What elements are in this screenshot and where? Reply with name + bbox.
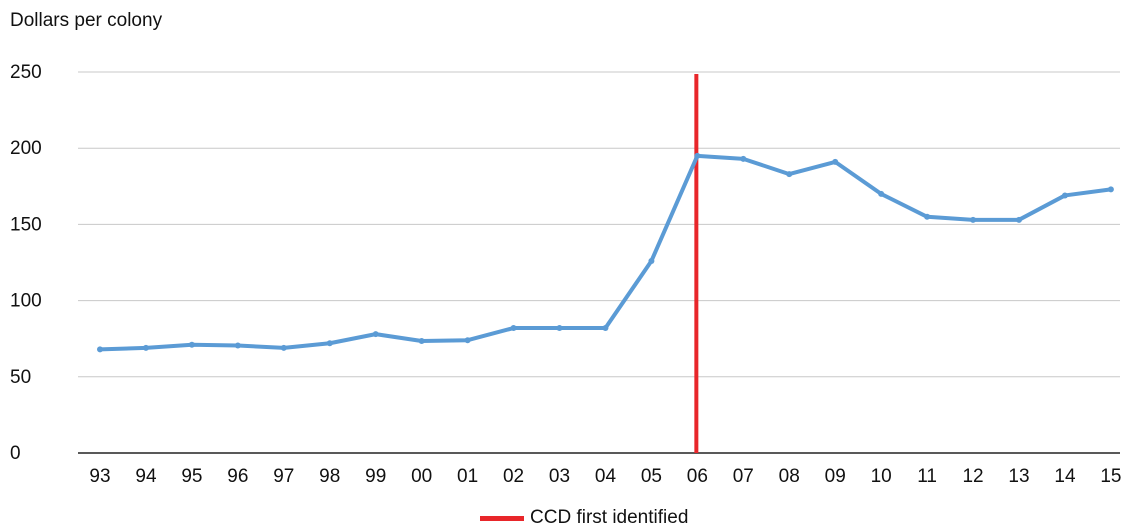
data-point: [602, 325, 609, 332]
data-point: [372, 331, 379, 338]
data-point: [694, 152, 701, 159]
legend-label-ccd: CCD first identified: [530, 507, 689, 528]
x-tick-label: 11: [917, 466, 937, 487]
y-tick-label: 150: [10, 214, 42, 235]
x-tick-label: 07: [733, 466, 754, 487]
legend: CCD first identified: [480, 506, 688, 530]
data-point: [924, 213, 931, 220]
data-point: [648, 257, 655, 264]
x-tick-label: 09: [825, 466, 846, 487]
data-point: [326, 340, 333, 347]
data-point: [188, 341, 195, 348]
data-point: [1016, 216, 1022, 223]
data-point: [97, 346, 103, 353]
data-point: [832, 158, 839, 165]
x-tick-label: 97: [273, 466, 294, 487]
y-axis-label: Dollars per colony: [10, 10, 163, 31]
x-tick-label: 98: [319, 466, 340, 487]
x-tick-label: 96: [227, 466, 248, 487]
y-tick-label: 50: [10, 367, 31, 388]
x-tick-label: 15: [1100, 466, 1121, 487]
x-tick-label: 94: [135, 466, 157, 487]
x-tick-label: 08: [779, 466, 800, 487]
x-tick-label: 14: [1054, 466, 1076, 487]
data-point: [418, 337, 425, 344]
x-tick-label: 12: [962, 466, 983, 487]
x-tick-label: 01: [457, 466, 478, 487]
x-tick-label: 95: [181, 466, 202, 487]
x-tick-label: 05: [641, 466, 662, 487]
legend-swatch-ccd: [480, 515, 524, 521]
data-point: [142, 344, 149, 351]
x-tick-label: 03: [549, 466, 570, 487]
data-point: [970, 216, 977, 223]
x-tick-label: 10: [871, 466, 892, 487]
data-point: [878, 190, 885, 197]
data-point: [740, 155, 747, 162]
x-tick-label: 99: [365, 466, 386, 487]
data-point: [234, 342, 241, 349]
y-tick-label: 200: [10, 138, 42, 159]
series-line: [98, 153, 1113, 352]
x-tick-label: 93: [89, 466, 110, 487]
y-tick-label: 0: [10, 443, 21, 464]
data-point: [1061, 192, 1068, 199]
x-tick-label: 00: [411, 466, 432, 487]
y-tick-label: 250: [10, 62, 42, 83]
data-point: [1107, 186, 1114, 193]
x-tick-label: 02: [503, 466, 524, 487]
y-tick-label: 100: [10, 291, 42, 312]
x-tick-label: 13: [1008, 466, 1029, 487]
data-point: [280, 344, 287, 351]
data-point: [464, 337, 471, 344]
x-tick-label: 06: [687, 466, 708, 487]
x-tick-label: 04: [595, 466, 617, 487]
data-point: [510, 325, 517, 332]
data-point: [786, 171, 793, 178]
data-point: [556, 325, 563, 332]
